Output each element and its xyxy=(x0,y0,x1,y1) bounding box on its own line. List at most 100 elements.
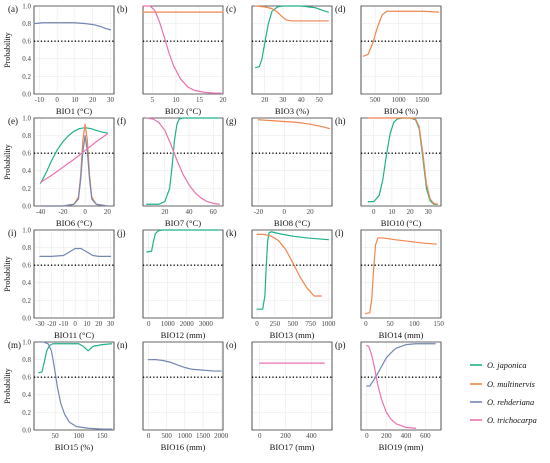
series-line-o--japonica xyxy=(38,343,113,374)
series-line-o--multinervis xyxy=(365,237,437,315)
panel-label: (l) xyxy=(335,228,344,238)
x-tick-label: 0 xyxy=(258,432,262,440)
x-tick-label: 1000 xyxy=(392,96,407,104)
x-tick-label: 30 xyxy=(107,96,115,104)
x-tick-label: -20 xyxy=(58,208,68,216)
legend: O. japonica O. multinervis O. rehderiana O.… xyxy=(470,361,537,425)
x-axis-label: BIO12 (mm) xyxy=(161,330,206,340)
x-tick-label: 20 xyxy=(89,96,97,104)
y-tick-label: 0.8 xyxy=(22,20,31,28)
panel-label: (g) xyxy=(226,116,237,126)
x-tick-label: 20 xyxy=(407,208,415,216)
x-tick-label: 500 xyxy=(161,432,172,440)
plot-border xyxy=(251,117,333,207)
x-axis-label: BIO7 (°C) xyxy=(165,218,201,228)
y-tick-label: 1.0 xyxy=(22,338,31,346)
y-tick-label: 0.6 xyxy=(22,38,31,46)
panel-h: 0 10 20 30 (h) BIO10 (°C) xyxy=(335,116,442,228)
x-tick-label: 20 xyxy=(261,96,269,104)
x-tick-label: 600 xyxy=(420,432,431,440)
x-tick-label: 0 xyxy=(73,320,77,328)
x-tick-label: 1500 xyxy=(196,432,211,440)
panel-a: 0.0 0.2 0.4 0.6 0.8 1.0 -10 0 10 20 30 (a) BIO1 (°C)… xyxy=(3,2,114,116)
x-tick-label: 2000 xyxy=(180,320,195,328)
x-tick-label: 30 xyxy=(107,320,115,328)
y-tick-label: 0.4 xyxy=(22,279,31,287)
series-line-o--trichocarpa xyxy=(40,133,108,183)
series-line-o--japonica xyxy=(146,229,220,253)
x-tick-label: 0 xyxy=(283,208,287,216)
x-tick-label: 100 xyxy=(73,432,84,440)
x-tick-label: 0 xyxy=(372,208,376,216)
panel-label: (p) xyxy=(335,340,346,350)
x-tick-label: 30 xyxy=(279,96,287,104)
plot-border xyxy=(33,5,115,95)
series-line-o--rehderiana xyxy=(39,247,112,257)
panel-p: 0 200 400 600 (p) BIO19 (mm) xyxy=(335,340,442,452)
panel-label: (h) xyxy=(335,116,346,126)
panel-e: 0.0 0.2 0.4 0.6 0.8 1.0 -40 -20 0 20 (e) BIO6 (°C) P… xyxy=(3,114,115,228)
y-tick-label: 0.2 xyxy=(22,297,31,305)
y-tick-label: 0.8 xyxy=(22,244,31,252)
x-tick-label: 150 xyxy=(97,432,108,440)
x-tick-label: 15 xyxy=(196,96,204,104)
x-tick-label: 0 xyxy=(83,208,87,216)
panel-label: (f) xyxy=(117,116,126,126)
x-tick-label: 1000 xyxy=(161,320,176,328)
y-tick-label: 0.0 xyxy=(22,90,31,98)
x-axis-label: BIO3 (%) xyxy=(275,106,309,116)
y-tick-label: 0.2 xyxy=(22,409,31,417)
series-line-o--trichocarpa xyxy=(366,344,417,429)
x-tick-label: 10 xyxy=(172,96,180,104)
x-tick-label: 20 xyxy=(95,320,103,328)
x-tick-label: 20 xyxy=(307,208,315,216)
y-axis-label: Probability xyxy=(3,256,12,292)
panel-f: 20 40 60 (f) BIO7 (°C) xyxy=(117,116,224,228)
x-axis-label: BIO13 (mm) xyxy=(270,330,315,340)
x-tick-label: -10 xyxy=(59,320,69,328)
panel-d: 500 1000 1500 (d) BIO4 (%) xyxy=(335,4,442,116)
panel-label: (e) xyxy=(8,116,18,126)
x-tick-label: 500 xyxy=(287,320,298,328)
x-axis-label: BIO10 (°C) xyxy=(381,218,422,228)
plot-border xyxy=(360,229,442,319)
panel-label: (c) xyxy=(226,4,236,14)
x-tick-label: 0 xyxy=(364,320,368,328)
x-tick-label: 100 xyxy=(409,320,420,328)
plot-area xyxy=(142,117,224,207)
series-line-o--multinervis xyxy=(256,233,322,297)
y-tick-label: 0.6 xyxy=(22,150,31,158)
series-line-o--trichocarpa xyxy=(142,5,222,94)
y-tick-label: 0.2 xyxy=(22,185,31,193)
x-tick-label: 0 xyxy=(255,320,259,328)
y-axis-label: Probability xyxy=(3,368,12,404)
x-axis-label: BIO11 (°C) xyxy=(54,330,94,340)
panel-i: 0.0 0.2 0.4 0.6 0.8 1.0 -30 -20 -10 0 10 20 30 (i) BIO… xyxy=(3,226,114,340)
x-tick-label: 200 xyxy=(381,432,392,440)
panel-b: 5 10 15 20 (b) BIO2 (°C) xyxy=(117,4,227,116)
series-line-o--japonica xyxy=(146,117,220,205)
x-tick-label: 0 xyxy=(147,320,151,328)
plot-area xyxy=(33,117,115,207)
x-tick-label: 30 xyxy=(425,208,433,216)
x-tick-label: -20 xyxy=(47,320,57,328)
series-line-o--trichocarpa xyxy=(146,117,220,205)
x-tick-label: 60 xyxy=(210,208,218,216)
panel-l: 0 50 100 150 (l) BIO14 (mm) xyxy=(335,228,444,340)
panel-label: (i) xyxy=(8,228,17,238)
y-tick-label: 0.6 xyxy=(22,374,31,382)
x-tick-label: 150 xyxy=(433,320,444,328)
x-tick-label: 40 xyxy=(298,96,306,104)
x-tick-label: 250 xyxy=(270,320,281,328)
series-line-o--multinervis xyxy=(255,5,329,22)
panel-c: 20 30 40 50 (c) BIO3 (%) xyxy=(226,4,333,116)
panel-label: (k) xyxy=(226,228,237,238)
x-axis-label: BIO14 (mm) xyxy=(379,330,424,340)
x-tick-label: 750 xyxy=(305,320,316,328)
y-tick-label: 0.0 xyxy=(22,202,31,210)
x-tick-label: 400 xyxy=(401,432,412,440)
plot-border xyxy=(142,5,224,95)
plot-border xyxy=(33,117,115,207)
x-tick-label: 50 xyxy=(316,96,324,104)
